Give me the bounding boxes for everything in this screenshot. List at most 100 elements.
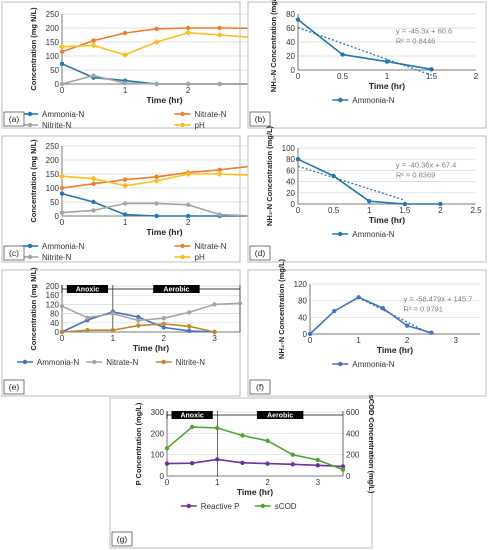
data-point-ammonia-n (367, 199, 372, 204)
y2-tick-label: 600 (346, 408, 360, 417)
phase-label-box (153, 285, 200, 293)
y-tick-label: 100 (151, 451, 165, 460)
data-point-reactive-p (315, 463, 321, 468)
y-tick-label: 200 (46, 282, 60, 291)
trendline (358, 297, 432, 335)
data-point-ph (216, 171, 223, 177)
data-point-reactive-p (290, 462, 295, 467)
panel-label: (d) (255, 248, 266, 258)
panel-label: (e) (9, 382, 20, 392)
data-point-scod (164, 446, 170, 451)
data-point-ph (153, 178, 160, 184)
data-point-nitrite-n (110, 327, 116, 333)
x-tick-label: 1.5 (399, 206, 411, 215)
panel-label: (g) (117, 534, 128, 544)
legend-swatch-marker (92, 359, 97, 365)
y-tick-label: 80 (50, 310, 59, 319)
data-point-nitrate-n (154, 26, 159, 32)
x-tick-label: 1 (356, 336, 361, 345)
y-tick-label: 100 (46, 184, 60, 193)
data-point-nitrite-n (122, 201, 128, 206)
legend-label: Nitrite-N (42, 121, 72, 130)
y2-tick-label: 400 (346, 429, 360, 438)
panel-b: 0 20 40 60 80 0 0.5 1 1.5 2 Time (hr) NH₃-N Concent… (247, 0, 487, 129)
y-axis-title: Concentration (mg N/L) (29, 7, 38, 91)
panel-border (247, 269, 487, 397)
data-point-scod (189, 424, 195, 430)
y-tick-label: 80 (286, 10, 295, 19)
data-point-reactive-p (240, 460, 245, 465)
y-tick-label: 250 (46, 142, 60, 151)
trendline-annotation: y = -58.479x + 145.7 (404, 295, 473, 304)
data-point-nitrite-n (185, 81, 191, 87)
data-point-nitrate-n (91, 38, 96, 43)
legend-swatch-marker (27, 111, 33, 117)
x-axis-title: Time (hr) (237, 487, 273, 497)
phase-label: Aerobic (163, 287, 189, 294)
data-point-nitrite-n (59, 210, 65, 215)
series-line-nitrate-n (61, 26, 264, 53)
y-tick-label: 60 (286, 166, 295, 175)
y-tick-label: 0 (160, 472, 165, 481)
data-point-nitrite-n (59, 81, 65, 87)
legend-swatch-marker (180, 243, 185, 249)
data-point-scod (265, 438, 270, 443)
data-point-nitrate-n (59, 185, 65, 191)
y-tick-label: 120 (294, 280, 308, 289)
panel-label-box (111, 531, 133, 547)
legend-swatch-marker (22, 359, 28, 365)
x-tick-label: 0 (308, 336, 313, 345)
y-tick-label: 80 (298, 297, 307, 306)
panel-label-box (3, 245, 25, 261)
data-point-nitrate-n (186, 310, 192, 315)
data-point-reactive-p (164, 461, 170, 466)
x-tick-label: 1 (215, 478, 220, 487)
x-axis-title: Time (hr) (133, 343, 169, 353)
data-point-ammonia-n (161, 325, 166, 330)
y-tick-label: 100 (282, 144, 296, 153)
y-tick-label: 120 (46, 300, 60, 309)
legend-swatch-marker (27, 254, 33, 260)
y-tick-label: 200 (151, 429, 165, 438)
data-point-ammonia-n (429, 330, 434, 335)
y-axis-title: P Concentration (mg/L) (134, 402, 143, 485)
data-point-reactive-p (340, 464, 346, 469)
panel-f: 0 40 80 120 0 1 2 3 Time (hr) NH₃-N Concentration… (247, 258, 487, 397)
panel-border (1, 269, 241, 397)
data-point-ammonia-n (295, 157, 301, 162)
data-point-ph (90, 175, 97, 182)
y-tick-label: 0 (55, 212, 60, 221)
x-tick-label: 0.5 (337, 72, 349, 81)
y-axis-title: NH₃-N Concentration (mg/L) (277, 258, 286, 359)
x-tick-label: 0 (296, 206, 301, 215)
legend-swatch-marker (260, 503, 265, 509)
data-point-nitrate-n (212, 302, 217, 307)
x-tick-label: 1 (385, 72, 390, 81)
series-line-nitrate-n (61, 164, 264, 189)
x-tick-label: 2 (161, 334, 166, 343)
series-line-reactive-p (166, 458, 344, 468)
data-point-nitrite-n (136, 323, 141, 328)
legend-label: Nitrite-N (42, 253, 72, 262)
y-tick-label: 150 (46, 38, 60, 47)
data-point-ammonia-n (122, 212, 128, 217)
panel-label: (c) (9, 248, 19, 258)
y-tick-label: 0 (291, 66, 296, 75)
data-point-ammonia-n (429, 67, 434, 72)
y-tick-label: 200 (46, 156, 60, 165)
y-tick-label: 40 (286, 178, 295, 187)
data-point-ammonia-n (384, 59, 390, 64)
legend-label: Ammonia-N (37, 358, 79, 367)
x-axis-title: Time (hr) (377, 345, 413, 355)
legend-label: Nitrate-N (106, 358, 138, 367)
x-tick-label: 0 (60, 218, 65, 227)
x-tick-label: 0 (296, 72, 301, 81)
legend-swatch-marker (186, 503, 191, 509)
data-point-ammonia-n (402, 201, 407, 207)
y-tick-label: 100 (46, 52, 60, 61)
panel-label-box (3, 379, 25, 395)
data-point-nitrite-n (59, 329, 65, 335)
data-point-ammonia-n (154, 213, 159, 219)
